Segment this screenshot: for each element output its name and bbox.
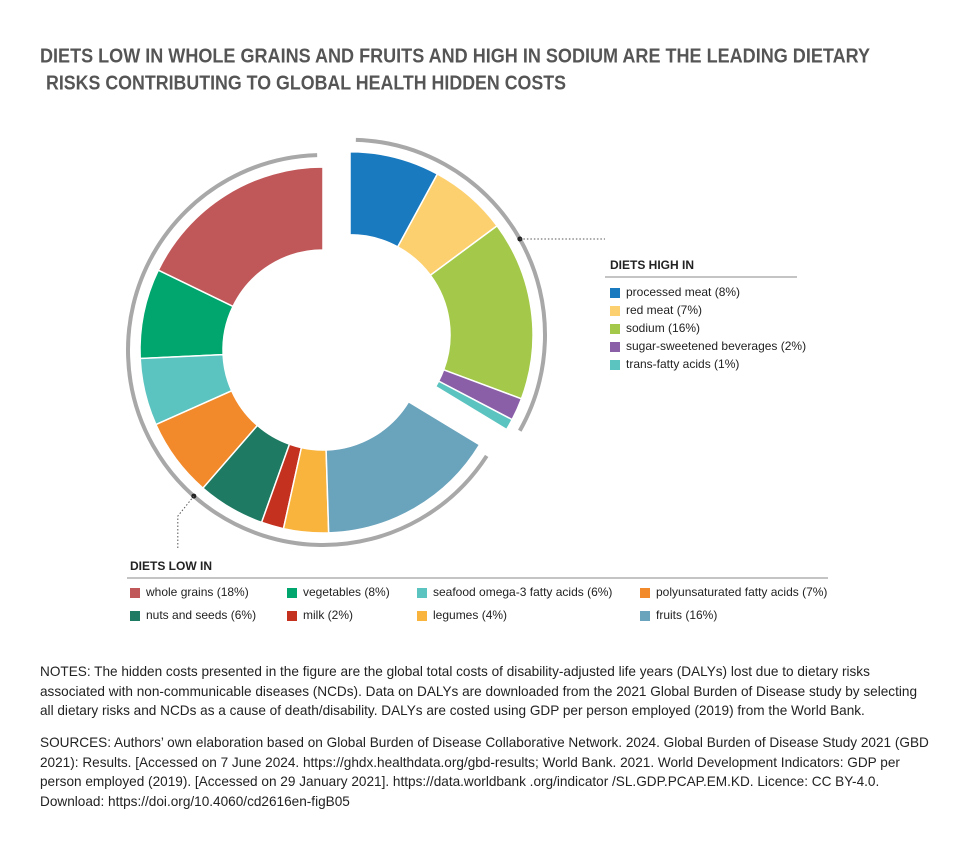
chart: DIETS LOW IN WHOLE GRAINS AND FRUITS AND… [40,45,871,622]
legend-label: nuts and seeds (6%) [146,608,256,622]
chart-title: DIETS LOW IN WHOLE GRAINS AND FRUITS AND… [40,45,871,67]
legend-label: sugar-sweetened beverages (2%) [626,339,806,353]
legend-label: vegetables (8%) [303,585,390,599]
legend-swatch [610,342,620,352]
legend-swatch [610,306,620,316]
sources: SOURCES: Authors’ own elaboration based … [40,735,929,809]
group-label: DIETS LOW IN [130,559,212,573]
donut-segment [139,353,233,426]
legend-label: polyunsaturated fatty acids (7%) [656,585,827,599]
legend-swatch [287,611,297,621]
donut-segment [139,269,235,360]
legend-label: legumes (4%) [433,608,507,622]
donut-segment [157,166,324,308]
legend-label: processed meat (8%) [626,285,740,299]
legend-label: sodium (16%) [626,321,700,335]
donut-segment [429,224,534,400]
legend-swatch [610,324,620,334]
legend-swatch [417,588,427,598]
donut-segment [434,380,514,431]
legend-swatch [130,611,140,621]
legend-label: red meat (7%) [626,303,702,317]
legend-swatch [640,588,650,598]
donut-segment [325,400,481,534]
donut-segment [201,424,291,524]
notes: NOTES: The hidden costs presented in the… [40,664,918,718]
legend-swatch [417,611,427,621]
legend-swatch [610,360,620,370]
donut-segment [154,389,259,490]
legend-label: fruits (16%) [656,608,717,622]
group-arc [126,153,489,547]
group-label: DIETS HIGH IN [610,258,694,272]
leader-line [177,495,195,550]
legend-swatch [130,588,140,598]
legend-swatch [640,611,650,621]
legend-label: milk (2%) [303,608,353,622]
legend-label: trans-fatty acids (1%) [626,357,739,371]
legend-swatch [610,288,620,298]
donut-segment [282,446,330,534]
chart-title: RISKS CONTRIBUTING TO GLOBAL HEALTH HIDD… [46,72,566,94]
legend-label: seafood omega-3 fatty acids (6%) [433,585,612,599]
donut-segment [260,443,303,530]
legend-swatch [287,588,297,598]
legend-label: whole grains (18%) [145,585,249,599]
